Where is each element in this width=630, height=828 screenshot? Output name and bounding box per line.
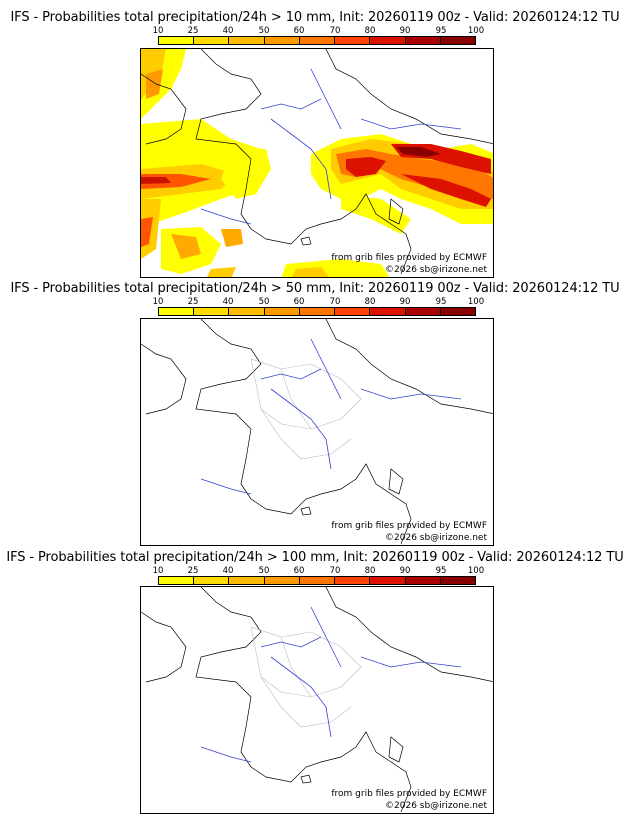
- panel-10mm: IFS - Probabilities total precipitation/…: [0, 10, 630, 280]
- scale-tick: 25: [187, 297, 199, 307]
- scale-swatch: [299, 308, 336, 315]
- precip-map: [141, 319, 493, 545]
- scale-swatch: [264, 37, 300, 44]
- region-borders: [250, 626, 362, 728]
- scale-tick: 80: [364, 297, 376, 307]
- scale-swatch: [159, 308, 195, 315]
- scale-swatch: [440, 577, 475, 584]
- scale-tick: 90: [399, 26, 411, 36]
- scale-bar: [158, 307, 476, 316]
- color-scale: 10 25 40 50 60 70 80 90 95 100: [153, 566, 485, 588]
- scale-tick: 70: [329, 26, 341, 36]
- panel-100mm: IFS - Probabilities total precipitation/…: [0, 550, 630, 820]
- precip-map: [141, 49, 493, 277]
- scale-tick: 60: [293, 26, 305, 36]
- precip-map: [141, 587, 493, 813]
- scale-swatch: [194, 577, 230, 584]
- scale-ticks: 10 25 40 50 60 70 80 90 95 100: [153, 297, 485, 307]
- scale-tick: 60: [293, 566, 305, 576]
- panel-title: IFS - Probabilities total precipitation/…: [10, 10, 620, 25]
- scale-tick: 50: [258, 566, 270, 576]
- scale-tick: 95: [435, 26, 447, 36]
- scale-swatch: [405, 308, 441, 315]
- scale-swatch: [405, 37, 441, 44]
- scale-swatch: [335, 577, 371, 584]
- scale-tick: 70: [329, 297, 341, 307]
- scale-tick: 10: [152, 26, 164, 36]
- scale-tick: 90: [399, 566, 411, 576]
- scale-tick: 95: [435, 566, 447, 576]
- credit-source: from grib files provided by ECMWF: [331, 789, 487, 799]
- region-borders: [250, 358, 362, 460]
- scale-bar: [158, 576, 476, 585]
- scale-tick: 50: [258, 297, 270, 307]
- rivers: [200, 68, 462, 225]
- scale-swatch: [335, 308, 371, 315]
- scale-tick: 70: [329, 566, 341, 576]
- scale-tick: 40: [222, 26, 234, 36]
- scale-swatch: [370, 37, 406, 44]
- rivers: [200, 338, 462, 495]
- color-scale: 10 25 40 50 60 70 80 90 95 100: [153, 297, 485, 319]
- scale-swatch: [229, 577, 265, 584]
- scale-swatch: [229, 37, 265, 44]
- scale-swatch: [405, 577, 441, 584]
- scale-tick: 100: [467, 297, 485, 307]
- scale-tick: 80: [364, 26, 376, 36]
- panel-50mm: IFS - Probabilities total precipitation/…: [0, 281, 630, 549]
- rivers: [200, 606, 462, 763]
- scale-tick: 100: [467, 566, 485, 576]
- scale-swatch: [159, 37, 195, 44]
- credit-copyright: ©2026 sb@irizone.net: [385, 265, 487, 275]
- scale-tick: 40: [222, 297, 234, 307]
- coastlines: [141, 587, 493, 813]
- scale-ticks: 10 25 40 50 60 70 80 90 95 100: [153, 566, 485, 576]
- panel-title: IFS - Probabilities total precipitation/…: [6, 550, 624, 565]
- scale-tick: 25: [187, 26, 199, 36]
- scale-ticks: 10 25 40 50 60 70 80 90 95 100: [153, 26, 485, 36]
- map-area: from grib files provided by ECMWF ©2026 …: [140, 586, 494, 814]
- color-scale: 10 25 40 50 60 70 80 90 95 100: [153, 26, 485, 48]
- scale-tick: 40: [222, 566, 234, 576]
- coastlines: [141, 319, 493, 545]
- scale-tick: 95: [435, 297, 447, 307]
- scale-swatch: [370, 577, 406, 584]
- scale-swatch: [229, 308, 265, 315]
- scale-tick: 60: [293, 297, 305, 307]
- credit-source: from grib files provided by ECMWF: [331, 253, 487, 263]
- scale-swatch: [159, 577, 195, 584]
- scale-tick: 10: [152, 566, 164, 576]
- scale-tick: 100: [467, 26, 485, 36]
- scale-swatch: [194, 308, 230, 315]
- scale-swatch: [440, 37, 475, 44]
- scale-tick: 25: [187, 566, 199, 576]
- precip-shading: [141, 49, 493, 277]
- scale-bar: [158, 36, 476, 45]
- credit-copyright: ©2026 sb@irizone.net: [385, 533, 487, 543]
- scale-swatch: [335, 37, 371, 44]
- scale-swatch: [264, 577, 300, 584]
- scale-swatch: [370, 308, 406, 315]
- map-area: from grib files provided by ECMWF ©2026 …: [140, 318, 494, 546]
- scale-swatch: [299, 577, 336, 584]
- coastlines: [141, 49, 493, 275]
- scale-swatch: [299, 37, 336, 44]
- scale-tick: 80: [364, 566, 376, 576]
- scale-swatch: [440, 308, 475, 315]
- credit-copyright: ©2026 sb@irizone.net: [385, 801, 487, 811]
- scale-tick: 10: [152, 297, 164, 307]
- scale-swatch: [264, 308, 300, 315]
- credit-source: from grib files provided by ECMWF: [331, 521, 487, 531]
- map-area: from grib files provided by ECMWF ©2026 …: [140, 48, 494, 278]
- scale-tick: 50: [258, 26, 270, 36]
- panel-title: IFS - Probabilities total precipitation/…: [10, 281, 620, 296]
- scale-swatch: [194, 37, 230, 44]
- scale-tick: 90: [399, 297, 411, 307]
